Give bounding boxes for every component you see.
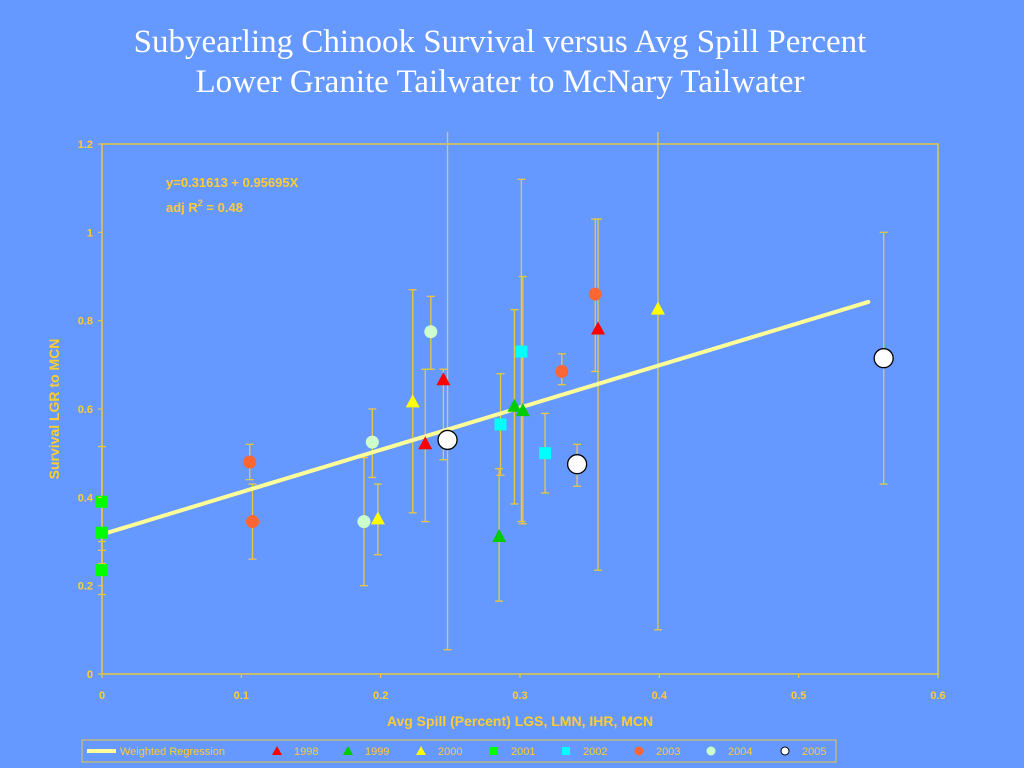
x-tick-label: 0.6 bbox=[930, 690, 945, 702]
data-point-2001 bbox=[96, 564, 108, 577]
data-point-2002 bbox=[515, 345, 528, 358]
legend-swatch-2002 bbox=[562, 747, 570, 755]
data-point-2000 bbox=[405, 394, 420, 408]
r2-prefix: adj R bbox=[166, 200, 198, 215]
slide-title: Subyearling Chinook Survival versus Avg … bbox=[0, 22, 1000, 102]
legend-label-2004: 2004 bbox=[728, 746, 752, 758]
legend-label-1999: 1999 bbox=[365, 746, 389, 758]
legend-label-2003: 2003 bbox=[656, 746, 680, 758]
x-tick-label: 0.4 bbox=[652, 690, 668, 702]
data-point-2005 bbox=[873, 348, 894, 369]
legend-swatch-2000 bbox=[416, 746, 426, 755]
legend-swatch-2005 bbox=[780, 746, 790, 756]
data-point-2005 bbox=[566, 454, 588, 475]
legend-label-2002: 2002 bbox=[583, 746, 607, 758]
regression-r-squared: adj R2 = 0.48 bbox=[166, 198, 243, 215]
data-point-2000 bbox=[370, 511, 385, 525]
legend-label-regression: Weighted Regression bbox=[120, 746, 225, 758]
legend-label-2000: 2000 bbox=[438, 746, 462, 758]
data-point-2003 bbox=[243, 455, 257, 469]
data-points bbox=[96, 287, 894, 577]
y-axis-ticks: 0 0.2 0.4 0.6 0.8 1 1.2 bbox=[78, 139, 102, 681]
title-line-2: Lower Granite Tailwater to McNary Tailwa… bbox=[195, 64, 805, 100]
y-tick-label: 0.4 bbox=[78, 492, 94, 504]
y-tick-label: 0.8 bbox=[78, 316, 93, 328]
y-tick-label: 1 bbox=[87, 227, 93, 239]
data-point-2002 bbox=[539, 447, 552, 460]
y-tick-label: 0.2 bbox=[78, 581, 93, 593]
data-point-1998 bbox=[591, 321, 606, 335]
legend-label-2001: 2001 bbox=[511, 746, 535, 758]
data-point-2000 bbox=[650, 301, 665, 315]
x-tick-label: 0.2 bbox=[373, 690, 388, 702]
legend-label-2005: 2005 bbox=[802, 746, 826, 758]
x-tick-label: 0.1 bbox=[234, 690, 249, 702]
legend-swatch-2003 bbox=[634, 746, 644, 756]
data-point-1998 bbox=[418, 436, 433, 450]
data-point-1999 bbox=[507, 398, 522, 412]
regression-layer bbox=[100, 299, 871, 537]
data-point-1999 bbox=[515, 403, 530, 417]
x-axis-ticks: 0 0.1 0.2 0.3 0.4 0.5 0.6 bbox=[99, 674, 946, 702]
data-point-1999 bbox=[492, 529, 507, 543]
title-line-1: Subyearling Chinook Survival versus Avg … bbox=[133, 24, 867, 60]
legend-swatch-2004 bbox=[706, 746, 716, 756]
legend-swatch-2001 bbox=[490, 747, 498, 755]
data-point-2003 bbox=[588, 287, 602, 301]
legend: Weighted Regression 1998 1999 2000 2001 2002 2… bbox=[87, 746, 826, 758]
legend-box bbox=[81, 739, 837, 763]
x-tick-label: 0 bbox=[99, 690, 105, 702]
data-point-2004 bbox=[424, 325, 438, 339]
y-tick-label: 0 bbox=[87, 669, 93, 681]
r2-value: = 0.48 bbox=[203, 200, 243, 215]
legend-label-1998: 1998 bbox=[294, 746, 318, 758]
data-point-2005 bbox=[437, 429, 458, 451]
data-point-2004 bbox=[357, 515, 371, 529]
r2-superscript: 2 bbox=[198, 198, 203, 208]
x-tick-label: 0.3 bbox=[512, 690, 527, 702]
data-point-2001 bbox=[96, 526, 108, 539]
y-axis-label: Survival LGR to MCN bbox=[46, 339, 62, 480]
regression-line bbox=[100, 299, 871, 537]
data-point-2004 bbox=[365, 435, 379, 449]
x-tick-label: 0.5 bbox=[791, 690, 806, 702]
x-axis-label: Avg Spill (Percent) LGS, LMN, IHR, MCN bbox=[387, 713, 653, 729]
data-point-2002 bbox=[494, 418, 507, 431]
y-tick-label: 1.2 bbox=[78, 139, 93, 151]
legend-swatch-1999 bbox=[343, 746, 353, 755]
data-point-2003 bbox=[555, 364, 569, 378]
data-point-1998 bbox=[436, 372, 451, 386]
data-point-2001 bbox=[96, 495, 108, 508]
y-tick-label: 0.6 bbox=[78, 404, 93, 416]
legend-swatch-1998 bbox=[272, 746, 282, 755]
regression-equation: y=0.31613 + 0.95695X bbox=[166, 175, 299, 190]
data-point-2003 bbox=[245, 515, 259, 529]
